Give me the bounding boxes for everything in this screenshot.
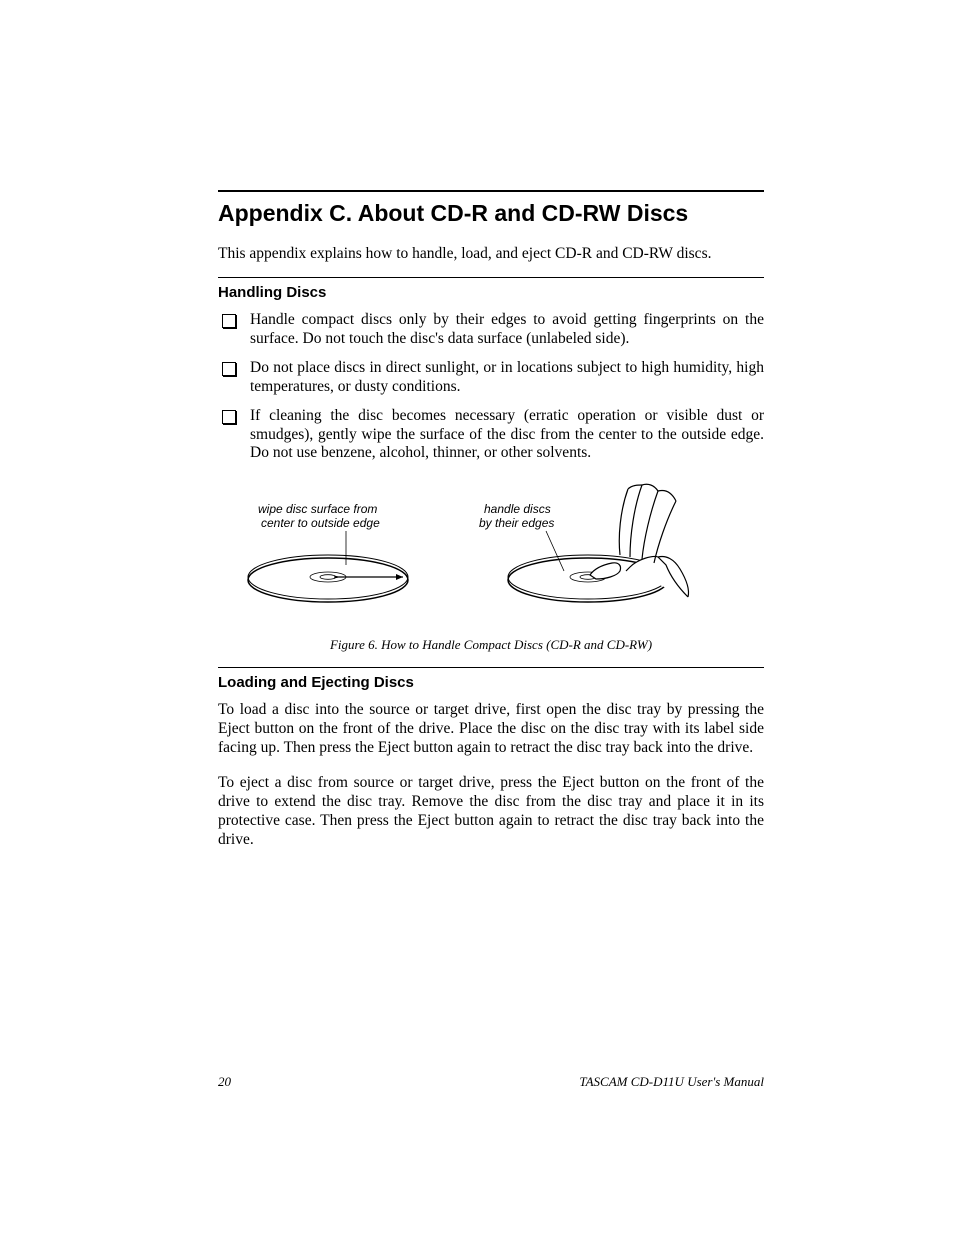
- manual-page: Appendix C. About CD-R and CD-RW Discs T…: [0, 0, 954, 1235]
- loading-heading: Loading and Ejecting Discs: [218, 674, 764, 691]
- list-item: If cleaning the disc becomes necessary (…: [218, 407, 764, 464]
- section-rule-2: [218, 667, 764, 668]
- figure-label-left-1: wipe disc surface from: [258, 502, 377, 516]
- checkbox-icon: [222, 314, 236, 328]
- appendix-title: Appendix C. About CD-R and CD-RW Discs: [218, 200, 764, 227]
- list-item-text: Handle compact discs only by their edges…: [250, 311, 764, 349]
- wipe-disc-illustration: [248, 531, 408, 602]
- page-footer: 20 TASCAM CD-D11U User's Manual: [218, 1074, 764, 1090]
- checkbox-icon: [222, 362, 236, 376]
- section-rule-1: [218, 277, 764, 278]
- disc-handling-diagram: wipe disc surface from center to outside…: [218, 477, 758, 627]
- list-item-text: If cleaning the disc becomes necessary (…: [250, 407, 764, 464]
- figure-label-right-2: by their edges: [479, 516, 554, 530]
- top-rule: [218, 190, 764, 192]
- handling-list: Handle compact discs only by their edges…: [218, 311, 764, 463]
- loading-para-2: To eject a disc from source or target dr…: [218, 774, 764, 850]
- intro-text: This appendix explains how to handle, lo…: [218, 245, 764, 263]
- list-item-text: Do not place discs in direct sunlight, o…: [250, 359, 764, 397]
- loading-para-1: To load a disc into the source or target…: [218, 701, 764, 758]
- manual-title: TASCAM CD-D11U User's Manual: [579, 1074, 764, 1090]
- list-item: Handle compact discs only by their edges…: [218, 311, 764, 349]
- figure-label-right-1: handle discs: [484, 502, 551, 516]
- figure-label-left-2: center to outside edge: [261, 516, 380, 530]
- list-item: Do not place discs in direct sunlight, o…: [218, 359, 764, 397]
- handling-heading: Handling Discs: [218, 284, 764, 301]
- page-number: 20: [218, 1074, 231, 1090]
- checkbox-icon: [222, 410, 236, 424]
- figure-caption: Figure 6. How to Handle Compact Discs (C…: [218, 637, 764, 653]
- handling-figure: wipe disc surface from center to outside…: [218, 477, 764, 653]
